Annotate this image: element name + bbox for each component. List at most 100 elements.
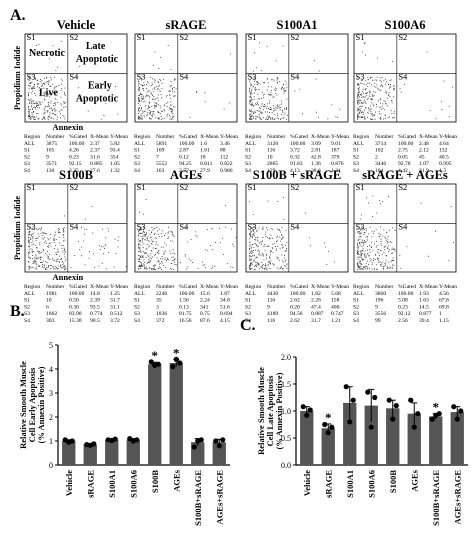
event-dot [170,84,172,86]
event-dot [264,265,266,267]
event-dot [70,267,72,269]
event-dot [159,80,161,81]
event-dot [32,108,33,110]
event-dot [337,117,338,118]
event-dot [145,256,147,258]
event-dot [377,251,379,253]
stats-cell: 3.72 [110,318,120,324]
event-dot [385,103,387,105]
event-dot [138,107,140,109]
event-dot [252,213,254,215]
event-dot [167,259,169,260]
event-dot [268,245,270,247]
stats-cell: 0.887 [311,311,324,317]
stats-header-cell: Y-Mean [439,134,457,140]
event-dot [357,250,358,251]
event-dot [158,228,160,230]
event-dot [206,229,208,230]
event-dot [277,235,278,237]
y-axis-label: (% Annexin Positive) [36,366,46,443]
event-dot [368,108,370,109]
event-dot [207,250,209,252]
event-dot [156,237,158,239]
event-dot [385,262,387,264]
event-dot [54,93,56,94]
event-dot [59,261,60,263]
event-dot [157,112,159,113]
stats-cell: 187 [331,148,340,154]
event-dot [56,259,58,260]
event-dot [249,228,251,229]
event-dot [282,111,284,113]
event-dot [145,234,146,236]
event-dot [138,90,140,92]
quadrant-code: S4 [69,72,79,82]
quadrant-code: S3 [248,72,257,82]
event-dot [60,78,62,80]
event-dot [139,264,140,266]
event-dot [36,228,38,230]
event-dot [141,113,143,114]
event-dot [362,268,363,270]
stats-cell: 130 [46,168,55,174]
stats-cell: 2.24 [200,298,210,304]
event-dot [140,226,142,228]
stats-cell: S3 [245,311,251,317]
event-dot [371,259,373,261]
event-dot [365,106,366,108]
event-dot [140,228,142,230]
event-dot [147,82,149,84]
event-dot [140,255,142,257]
event-dot [249,102,251,104]
event-dot [359,268,361,270]
event-dot [360,100,362,101]
event-dot [37,229,39,230]
quadrant-code: S1 [356,32,365,42]
event-dot [171,268,173,270]
stats-cell: 1836 [156,311,167,317]
event-dot [368,263,369,265]
data-point [216,443,222,449]
event-dot [156,241,157,243]
stats-cell: 3 [156,304,159,310]
event-dot [263,93,265,95]
event-dot [357,269,359,270]
event-dot [57,258,59,260]
stats-cell: 0.23 [398,304,408,310]
event-dot [29,115,31,117]
event-dot [41,118,43,120]
event-dot [158,253,160,254]
stats-header-cell: Region [353,134,369,140]
stats-cell: 9.01 [331,141,341,147]
event-dot [259,118,261,120]
event-dot [369,92,371,93]
data-point [386,397,392,403]
event-dot [269,116,271,118]
event-dot [362,88,364,90]
event-dot [399,88,401,89]
event-dot [47,111,48,113]
event-dot [278,107,280,109]
event-dot [255,67,257,69]
event-dot [64,249,65,250]
event-dot [268,262,270,263]
event-dot [34,259,36,261]
event-dot [357,247,359,249]
stats-header-cell: %Gated [179,284,197,290]
event-dot [365,88,367,89]
stats-cell: 164 [375,168,384,174]
event-dot [51,108,53,110]
event-dot [140,262,142,264]
event-dot [284,80,286,82]
stats-cell: S2 [24,304,30,310]
data-point [112,436,118,442]
event-dot [45,233,47,234]
event-dot [49,95,51,97]
event-dot [146,91,148,93]
y-axis-label: Relative Smooth Muscle [256,367,266,455]
event-dot [157,100,159,102]
event-dot [163,118,165,119]
event-dot [252,244,254,245]
